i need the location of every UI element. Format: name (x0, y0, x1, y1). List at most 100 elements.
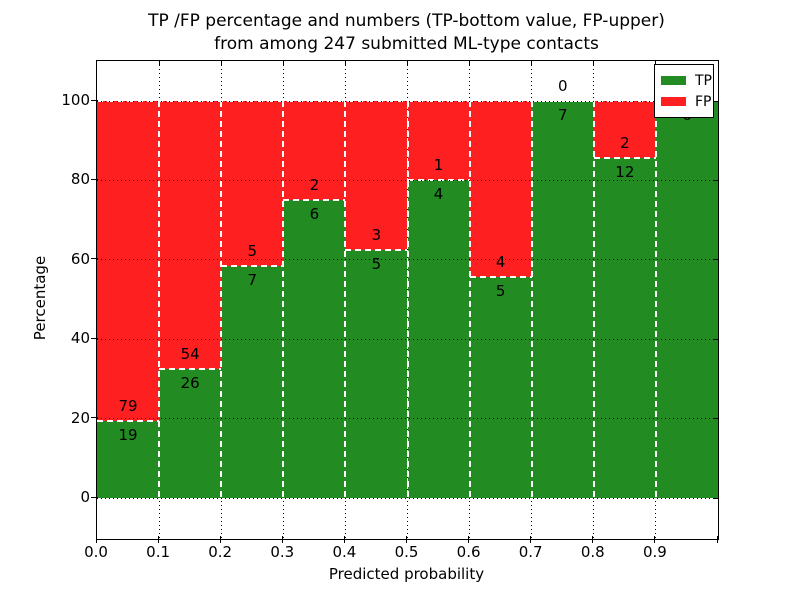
bars-layer (97, 61, 718, 539)
x-tick-label: 0.1 (146, 543, 171, 561)
tp-count-label: 5 (495, 282, 506, 301)
tp-legend-swatch (661, 76, 686, 85)
tp-bar-segment (159, 368, 222, 498)
fp-count-label: 2 (620, 133, 630, 152)
x-tick (95, 536, 97, 543)
fp-count-label: 0 (557, 77, 568, 95)
top-tick (655, 61, 657, 66)
x-tick-label: 0.7 (518, 543, 543, 561)
bar-boundary-edge (593, 156, 656, 159)
y-tick (91, 496, 98, 498)
inner-ticks-layer (97, 61, 718, 539)
bar-vertical-edge (158, 101, 161, 498)
x-tick (406, 536, 407, 543)
fp-bar-segment (345, 101, 408, 250)
y-tick (91, 337, 98, 339)
y-gridline (97, 418, 718, 420)
legend-label: TP (695, 72, 712, 89)
x-tick-label: 0.6 (456, 543, 481, 561)
x-tick (530, 536, 532, 543)
tp-count-label: 19 (118, 426, 138, 445)
x-tick (716, 536, 718, 543)
bar-boundary-edge (283, 199, 346, 202)
fp-bar-segment (469, 101, 532, 278)
y-tick-label: 100 (61, 91, 90, 109)
top-tick (158, 61, 160, 66)
y-tick (91, 417, 98, 419)
bar-vertical-edge (654, 101, 657, 498)
bar-vertical-edge (468, 101, 471, 498)
fp-bar-segment (283, 101, 346, 201)
bar-vertical-edge (406, 101, 409, 498)
fp-count-label: 79 (118, 397, 138, 416)
y-tick-label: 60 (70, 249, 90, 268)
right-tick (713, 338, 718, 340)
fp-count-label: 1 (433, 156, 444, 175)
tp-bar-segment (97, 421, 160, 498)
bar-boundary-edge (345, 248, 408, 251)
y-tick-label: 20 (70, 408, 90, 427)
bar-boundary-edge (159, 367, 222, 370)
tp-bar-segment (469, 277, 532, 498)
top-tick (469, 61, 471, 66)
tp-bar-segment (221, 266, 284, 498)
top-tick (531, 61, 533, 66)
right-tick (713, 179, 718, 181)
tp-bar-segment (593, 157, 656, 498)
bar-vertical-edge (282, 101, 285, 498)
y-gridline (97, 100, 718, 102)
bar-boundary-edge (221, 265, 284, 268)
chart-title-line1: TP /FP percentage and numbers (TP-bottom… (148, 11, 665, 31)
legend: TP FP (654, 64, 714, 118)
top-tick (220, 61, 222, 66)
y-axis-label: Percentage (31, 255, 49, 341)
legend-item: TP (661, 70, 712, 91)
chart-title: TP /FP percentage and numbers (TP-bottom… (96, 10, 717, 56)
chart-title-line2: from among 247 submitted ML-type contact… (214, 34, 599, 54)
x-tick (592, 536, 594, 543)
x-tick (219, 536, 221, 543)
right-tick (713, 497, 718, 499)
tp-bar-segment (531, 101, 594, 498)
y-gridline (97, 179, 718, 181)
fp-count-label: 3 (371, 225, 382, 244)
x-tick-label: 0.4 (332, 543, 357, 561)
tp-bar-segment (283, 200, 346, 498)
tp-count-label: 12 (615, 162, 635, 181)
x-tick (654, 536, 656, 543)
y-tick-label: 40 (70, 329, 90, 348)
bar-boundary-edge (469, 276, 532, 279)
x-tick (468, 536, 470, 543)
bar-vertical-edge (530, 101, 533, 498)
tp-count-label: 6 (309, 205, 320, 224)
y-tick (91, 258, 98, 260)
bar-vertical-edge (592, 101, 595, 498)
y-tick-label: 80 (70, 170, 90, 189)
y-tick (91, 99, 98, 101)
right-tick (713, 259, 718, 261)
tp-bar-segment (345, 249, 408, 498)
bar-vertical-edge (220, 101, 223, 498)
fp-bar-segment (97, 101, 160, 422)
x-tick (157, 536, 159, 543)
tp-bar-segment (655, 101, 718, 498)
y-gridline (97, 338, 718, 340)
top-tick (593, 61, 595, 66)
right-tick (713, 418, 718, 420)
x-tick-label: 0.5 (394, 543, 419, 561)
tp-count-label: 5 (371, 254, 382, 273)
legend-item: FP (661, 91, 712, 112)
legend-label: FP (695, 93, 712, 110)
fp-count-label: 5 (247, 242, 258, 261)
x-tick (343, 536, 345, 543)
tp-count-label: 7 (557, 106, 568, 124)
x-tick-label: 0.3 (270, 543, 295, 561)
y-tick (91, 178, 98, 180)
right-tick (713, 100, 718, 102)
x-tick (281, 536, 283, 543)
fp-bar-segment (221, 101, 284, 267)
y-gridline (97, 497, 718, 499)
bar-boundary-edge (97, 420, 160, 423)
